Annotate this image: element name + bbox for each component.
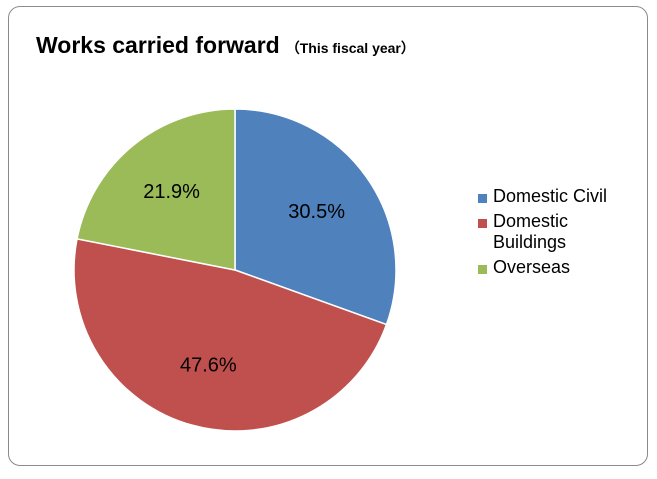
legend: Domestic Civil Domestic Buildings Overse…	[478, 186, 613, 282]
legend-item-domestic-civil: Domestic Civil	[478, 186, 613, 207]
data-label-domestic-buildings: 47.6%	[180, 354, 237, 376]
legend-swatch-domestic-buildings	[478, 219, 487, 228]
legend-item-domestic-buildings: Domestic Buildings	[478, 211, 613, 253]
chart-title-text: Works carried forward	[36, 32, 280, 58]
pie-slice-overseas	[76, 108, 236, 271]
legend-item-overseas: Overseas	[478, 257, 613, 278]
legend-label-domestic-buildings: Domestic Buildings	[493, 211, 569, 252]
legend-label-overseas: Overseas	[493, 257, 571, 277]
chart-title: Works carried forward （This fiscal year）	[36, 32, 415, 59]
legend-label-domestic-civil: Domestic Civil	[493, 186, 608, 206]
legend-swatch-overseas	[478, 265, 487, 274]
data-label-domestic-civil: 30.5%	[288, 201, 345, 223]
pie-slice-domestic-buildings	[73, 237, 388, 432]
data-label-overseas: 21.9%	[143, 181, 200, 203]
chart-subtitle: （This fiscal year）	[285, 40, 415, 56]
pie-slice-domestic-civil	[234, 108, 397, 326]
legend-swatch-domestic-civil	[478, 194, 487, 203]
